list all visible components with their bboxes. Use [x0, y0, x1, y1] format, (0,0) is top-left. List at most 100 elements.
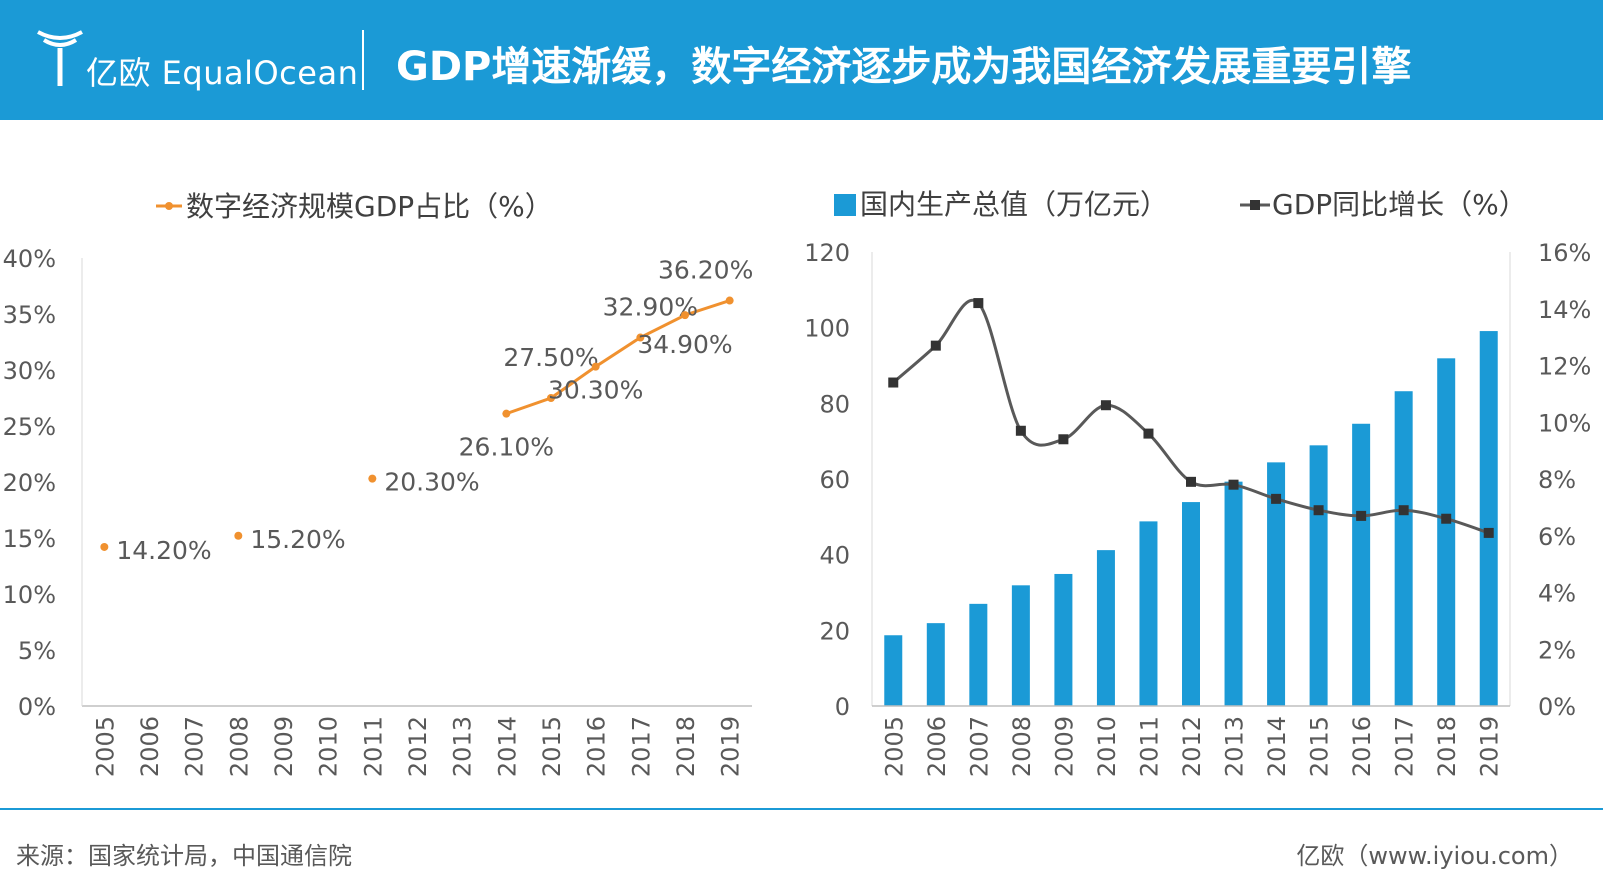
- digital-economy-point: [234, 531, 243, 540]
- right-x-tick-label: 2010: [1093, 716, 1121, 777]
- gdp-bar: [1054, 573, 1073, 706]
- right-x-tick-label: 2013: [1221, 716, 1249, 777]
- digital-economy-data-label: 14.20%: [116, 536, 211, 565]
- left-x-tick-label: 2005: [91, 716, 119, 777]
- gdp-growth-marker: [888, 377, 899, 388]
- right-x-tick-label: 2017: [1391, 716, 1419, 777]
- gdp-growth-marker: [1100, 400, 1111, 411]
- gdp-bar: [969, 603, 988, 706]
- gdp-bar: [926, 623, 945, 706]
- equalocean-logo-icon: [37, 30, 83, 86]
- right-x-tick-label: 2009: [1050, 716, 1078, 777]
- gdp-growth-marker: [1271, 493, 1282, 504]
- right-right-y-tick-label: 6%: [1538, 523, 1576, 551]
- gdp-growth-marker: [1398, 505, 1409, 516]
- right-x-tick-label: 2014: [1263, 716, 1291, 777]
- right-right-y-tick-label: 4%: [1538, 580, 1576, 608]
- left-x-tick-label: 2017: [627, 716, 655, 777]
- gdp-growth-marker: [1356, 510, 1367, 521]
- right-x-tick-label: 2016: [1348, 716, 1376, 777]
- digital-economy-point: [725, 296, 734, 305]
- left-x-tick-label: 2019: [717, 716, 745, 777]
- left-x-tick-label: 2008: [225, 716, 253, 777]
- left-x-tick-label: 2018: [672, 716, 700, 777]
- left-x-tick-label: 2016: [583, 716, 611, 777]
- gdp-bar: [1352, 423, 1371, 706]
- right-x-tick-label: 2018: [1433, 716, 1461, 777]
- right-right-y-tick-label: 0%: [1538, 693, 1576, 721]
- right-x-tick-label: 2012: [1178, 716, 1206, 777]
- gdp-growth-marker: [1015, 425, 1026, 436]
- right-x-tick-label: 2019: [1476, 716, 1504, 777]
- gdp-growth-marker: [1313, 505, 1324, 516]
- gdp-bar: [1267, 462, 1286, 706]
- digital-economy-data-label: 20.30%: [384, 468, 479, 497]
- gdp-growth-marker: [1186, 476, 1196, 487]
- gdp-growth-line: [892, 298, 1490, 535]
- left-x-tick-label: 2011: [359, 716, 387, 777]
- digital-economy-data-label: 27.50%: [503, 343, 598, 372]
- gdp-bar: [1011, 585, 1030, 706]
- gdp-bar: [1309, 445, 1328, 706]
- right-left-y-tick-label: 0: [835, 693, 850, 721]
- gdp-growth-marker: [1058, 434, 1069, 445]
- source-text: 来源：国家统计局，中国通信院: [16, 842, 352, 870]
- left-x-tick-label: 2009: [270, 716, 298, 777]
- gdp-bar: [1096, 550, 1115, 706]
- gdp-bar: [1437, 358, 1456, 706]
- gdp-bar: [1479, 331, 1498, 706]
- digital-economy-point: [591, 362, 600, 371]
- chart-area: 0%5%10%15%20%25%30%35%40%2005 2006 2007 200…: [3, 188, 1592, 777]
- digital-economy-point: [100, 542, 109, 551]
- right-right-y-tick-label: 2%: [1538, 636, 1576, 664]
- digital-economy-data-label: 26.10%: [459, 433, 554, 462]
- header-divider: [362, 30, 364, 90]
- gdp-growth-marker: [1143, 428, 1154, 439]
- left-x-tick-label: 2007: [181, 716, 209, 777]
- left-x-tick-label: 2013: [449, 716, 477, 777]
- left-x-tick-label: 2010: [315, 716, 343, 777]
- right-legend-bar-label: 国内生产总值（万亿元）: [860, 188, 1168, 221]
- left-y-tick-label: 20%: [3, 469, 56, 497]
- left-y-tick-label: 35%: [3, 301, 56, 329]
- right-x-tick-label: 2011: [1135, 716, 1163, 777]
- digital-economy-line: [505, 299, 731, 416]
- left-x-tick-label: 2006: [136, 716, 164, 777]
- left-legend-label: 数字经济规模GDP占比（%）: [186, 190, 553, 223]
- digital-economy-data-label: 36.20%: [658, 256, 753, 285]
- gdp-bar: [1394, 391, 1413, 706]
- right-left-y-tick-label: 40: [819, 542, 850, 570]
- digital-economy-point: [681, 311, 689, 320]
- right-left-y-tick-label: 60: [819, 466, 850, 494]
- left-y-tick-label: 5%: [18, 637, 56, 665]
- right-right-y-tick-label: 16%: [1538, 239, 1591, 267]
- gdp-growth-marker: [1228, 479, 1239, 490]
- left-x-tick-label: 2014: [493, 716, 521, 777]
- gdp-growth-marker: [1483, 527, 1494, 538]
- gdp-bar: [1139, 521, 1158, 706]
- right-x-tick-label: 2005: [880, 716, 908, 777]
- left-y-tick-label: 25%: [3, 413, 56, 441]
- gdp-growth-marker: [973, 298, 984, 309]
- left-y-tick-label: 10%: [3, 581, 56, 609]
- right-right-y-tick-label: 14%: [1538, 296, 1591, 324]
- right-x-tick-label: 2007: [965, 716, 993, 777]
- logo-text: 亿欧 EqualOcean: [86, 54, 359, 92]
- right-legend-line-label: GDP同比增长（%）: [1272, 188, 1527, 221]
- right-left-y-tick-label: 20: [819, 617, 850, 645]
- right-x-tick-label: 2008: [1008, 716, 1036, 777]
- digital-economy-point: [547, 394, 555, 402]
- digital-economy-data-label: 15.20%: [250, 525, 345, 554]
- left-y-tick-label: 30%: [3, 357, 56, 385]
- gdp-bar: [884, 635, 903, 706]
- left-legend-marker: [165, 202, 173, 210]
- right-legend-marker: [1250, 200, 1260, 210]
- right-x-tick-label: 2006: [923, 716, 951, 777]
- left-y-tick-label: 0%: [18, 693, 56, 721]
- right-left-y-tick-label: 80: [819, 390, 850, 418]
- digital-economy-point: [502, 409, 511, 418]
- gdp-bar: [1224, 481, 1243, 706]
- right-left-y-tick-label: 100: [804, 315, 850, 343]
- header-banner: 亿欧 EqualOcean GDP增速渐缓，数字经济逐步成为我国经济发展重要引擎: [0, 0, 1603, 120]
- gdp-growth-marker: [1441, 513, 1452, 524]
